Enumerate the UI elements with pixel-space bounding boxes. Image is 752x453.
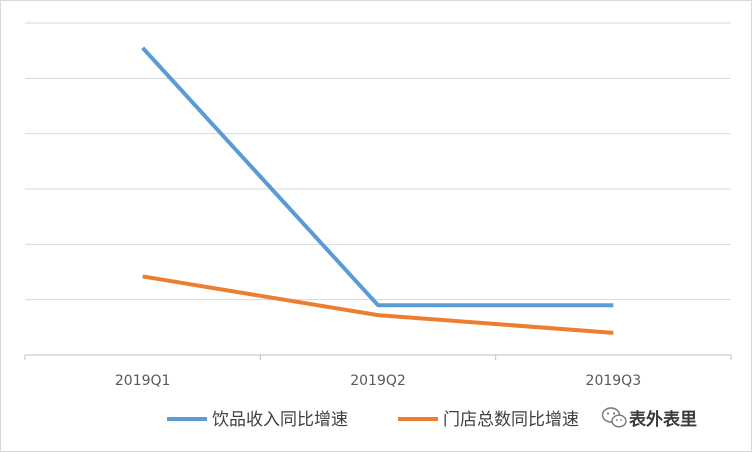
x-tick-label: 2019Q3 <box>586 373 642 389</box>
series-line <box>142 274 614 335</box>
watermark-text: 表外表里 <box>629 409 697 430</box>
legend-label: 门店总数同比增速 <box>443 410 579 430</box>
wechat-icon <box>601 407 627 428</box>
x-tick-label: 2019Q1 <box>115 373 171 389</box>
series-line <box>141 46 614 308</box>
x-tick-label: 2019Q2 <box>350 373 406 389</box>
legend-label: 饮品收入同比增速 <box>212 410 348 430</box>
watermark: 表外表里 <box>601 407 697 430</box>
